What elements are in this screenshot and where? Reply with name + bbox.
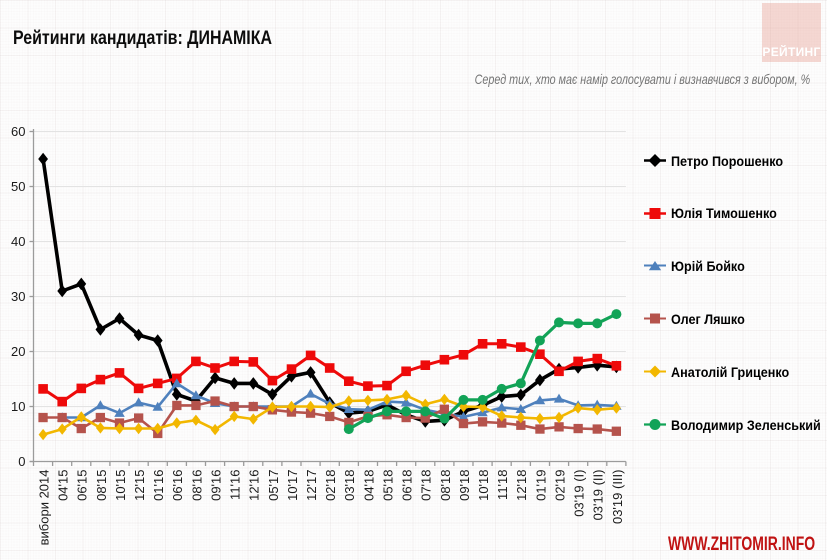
svg-text:09'16: 09'16	[209, 470, 224, 501]
svg-text:11'16: 11'16	[228, 470, 243, 500]
svg-text:08'15: 08'15	[94, 470, 109, 501]
svg-text:10'18: 10'18	[476, 469, 491, 500]
svg-text:02'18: 02'18	[323, 470, 338, 501]
svg-text:11'18: 11'18	[495, 470, 510, 500]
svg-text:06'18: 06'18	[400, 470, 415, 501]
svg-text:03'19 (III): 03'19 (III)	[610, 470, 625, 525]
svg-text:05'18: 05'18	[380, 470, 395, 501]
svg-text:10: 10	[11, 399, 25, 414]
svg-text:07'18: 07'18	[419, 470, 434, 501]
svg-text:50: 50	[11, 179, 25, 194]
svg-text:02'19: 02'19	[552, 470, 567, 501]
svg-text:вибори 2014: вибори 2014	[37, 470, 52, 546]
svg-text:12'16: 12'16	[247, 470, 262, 501]
svg-text:08'16: 08'16	[189, 470, 204, 501]
svg-text:0: 0	[18, 454, 25, 469]
svg-text:08'18: 08'18	[438, 470, 453, 501]
svg-text:01'19: 01'19	[533, 470, 548, 501]
svg-text:12'17: 12'17	[304, 470, 319, 501]
svg-text:05'17: 05'17	[266, 470, 281, 501]
svg-text:03'19 (II): 03'19 (II)	[591, 470, 606, 521]
svg-text:20: 20	[11, 344, 25, 359]
svg-text:03'18: 03'18	[342, 470, 357, 501]
svg-text:06'16: 06'16	[170, 470, 185, 501]
svg-text:30: 30	[11, 289, 25, 304]
svg-text:01'16: 01'16	[151, 470, 166, 501]
svg-text:04'18: 04'18	[361, 470, 376, 501]
svg-text:12'18: 12'18	[514, 470, 529, 501]
svg-text:04'15: 04'15	[56, 470, 71, 501]
svg-text:40: 40	[11, 234, 25, 249]
svg-text:60: 60	[11, 124, 25, 139]
svg-text:03'19 (I): 03'19 (I)	[572, 470, 587, 517]
svg-text:06'15: 06'15	[75, 470, 90, 501]
svg-text:09'18: 09'18	[457, 470, 472, 501]
svg-text:10'15: 10'15	[113, 470, 128, 501]
svg-text:10'17: 10'17	[285, 470, 300, 501]
svg-text:12'15: 12'15	[132, 470, 147, 501]
